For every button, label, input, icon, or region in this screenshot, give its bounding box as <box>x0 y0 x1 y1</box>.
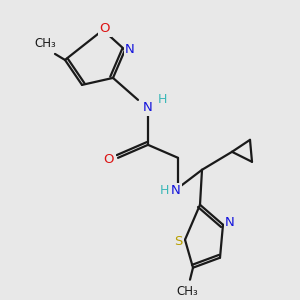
Text: CH₃: CH₃ <box>34 38 56 50</box>
Text: H: H <box>157 93 167 106</box>
Text: O: O <box>100 22 110 35</box>
Text: S: S <box>174 235 182 248</box>
Text: CH₃: CH₃ <box>176 285 198 298</box>
Text: N: N <box>225 216 235 229</box>
Text: N: N <box>143 101 153 114</box>
Text: O: O <box>104 153 114 166</box>
Text: N: N <box>125 44 135 56</box>
Text: H: H <box>159 184 169 197</box>
Text: N: N <box>171 184 181 197</box>
